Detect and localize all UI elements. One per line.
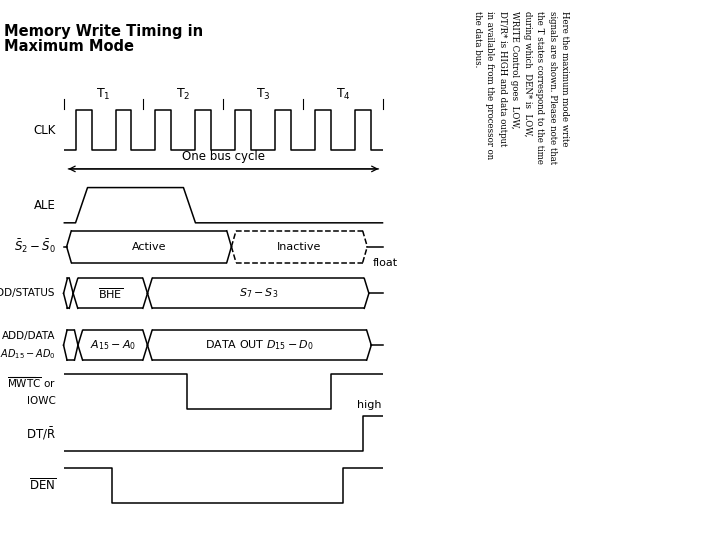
Text: T$_1$: T$_1$	[96, 86, 111, 102]
Text: Here the maximum mode write
signals are shown. Please note that
the T states cor: Here the maximum mode write signals are …	[473, 11, 570, 164]
Text: Maximum Mode: Maximum Mode	[4, 39, 134, 55]
Text: CLK: CLK	[33, 124, 56, 137]
Text: T$_4$: T$_4$	[336, 86, 351, 102]
Text: $\overline{\mathrm{BHE}}$: $\overline{\mathrm{BHE}}$	[98, 286, 123, 301]
Text: ADD/DATA: ADD/DATA	[2, 331, 56, 341]
Text: ALE: ALE	[34, 199, 56, 212]
Text: ADD/STATUS: ADD/STATUS	[0, 288, 56, 298]
Text: Active: Active	[132, 242, 166, 252]
Text: $A_{15} - A_0$: $A_{15} - A_0$	[90, 338, 136, 352]
Text: $\overline{\mathrm{MWTC}}$ or: $\overline{\mathrm{MWTC}}$ or	[7, 375, 56, 390]
Text: high: high	[357, 401, 382, 410]
Text: DATA OUT $D_{15} - D_0$: DATA OUT $D_{15} - D_0$	[205, 338, 314, 352]
Text: IOWC: IOWC	[27, 396, 56, 406]
Text: DT/$\bar{\mathrm{R}}$: DT/$\bar{\mathrm{R}}$	[26, 425, 56, 442]
Text: $AD_{15} - AD_0$: $AD_{15} - AD_0$	[0, 348, 56, 361]
Text: float: float	[373, 258, 398, 268]
Text: T$_3$: T$_3$	[256, 86, 271, 102]
Text: $S_7 - S_3$: $S_7 - S_3$	[238, 286, 278, 300]
Text: $\bar{S}_2 - \bar{S}_0$: $\bar{S}_2 - \bar{S}_0$	[14, 238, 56, 255]
Text: One bus cycle: One bus cycle	[182, 150, 265, 163]
Text: Inactive: Inactive	[277, 242, 322, 252]
Text: $\overline{\mathrm{DEN}}$: $\overline{\mathrm{DEN}}$	[29, 477, 56, 493]
Text: T$_2$: T$_2$	[176, 86, 191, 102]
Text: Memory Write Timing in: Memory Write Timing in	[4, 24, 203, 39]
